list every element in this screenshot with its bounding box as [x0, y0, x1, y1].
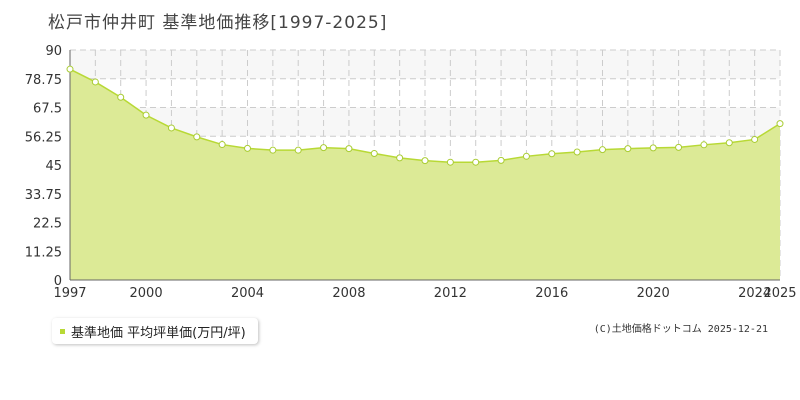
data-point	[218, 141, 226, 149]
x-tick-label: 2016	[535, 286, 568, 301]
y-tick-label: 90	[45, 44, 62, 59]
x-tick-label: 2000	[130, 286, 163, 301]
data-point	[244, 144, 251, 152]
x-tick-label: 2024	[738, 286, 771, 301]
data-point	[751, 135, 759, 143]
data-point	[776, 120, 784, 128]
data-point	[117, 93, 125, 101]
x-tick-label: 2012	[434, 286, 467, 301]
legend-marker-icon	[60, 328, 65, 334]
data-point	[548, 150, 556, 158]
data-point	[675, 143, 683, 151]
data-point	[649, 144, 657, 152]
credit-text: (C)土地価格ドットコム 2025-12-21	[593, 324, 768, 335]
y-tick-label: 56.25	[25, 130, 62, 145]
data-point	[167, 124, 175, 132]
data-point	[446, 158, 454, 166]
legend-label: 基準地価 平均坪単価(万円/坪)	[71, 325, 246, 341]
x-tick-label: 2020	[637, 286, 670, 301]
data-point	[193, 133, 201, 141]
data-point	[497, 156, 505, 164]
legend: 基準地価 平均坪単価(万円/坪)	[52, 318, 258, 344]
y-tick-label: 22.5	[33, 217, 62, 232]
data-point	[294, 146, 302, 154]
y-tick-label: 67.5	[33, 102, 62, 117]
x-tick-label: 1997	[53, 286, 86, 301]
data-point	[573, 148, 581, 156]
x-tick-label: 2025	[763, 286, 796, 301]
data-point	[66, 65, 74, 73]
data-point	[421, 157, 429, 165]
x-tick-label: 2004	[231, 286, 264, 301]
series-area	[70, 69, 780, 281]
y-tick-label: 0	[54, 274, 62, 289]
data-point	[370, 150, 378, 157]
y-tick-label: 11.25	[25, 245, 62, 260]
data-point	[725, 139, 733, 147]
data-point	[91, 78, 99, 86]
data-point	[624, 145, 632, 153]
chart-title: 松戸市仲井町 基準地価推移[1997-2025]	[48, 13, 388, 33]
data-point	[700, 141, 708, 149]
data-point	[599, 146, 606, 154]
data-point	[345, 145, 353, 153]
data-point	[396, 154, 404, 162]
y-tick-label: 33.75	[25, 188, 62, 203]
data-point	[472, 158, 480, 166]
x-tick-label: 2008	[332, 286, 365, 301]
data-point	[269, 146, 277, 154]
y-tick-label: 78.75	[25, 73, 62, 88]
data-point	[320, 144, 328, 152]
data-point	[142, 111, 150, 119]
data-point	[522, 152, 530, 160]
y-tick-label: 45	[45, 159, 62, 174]
